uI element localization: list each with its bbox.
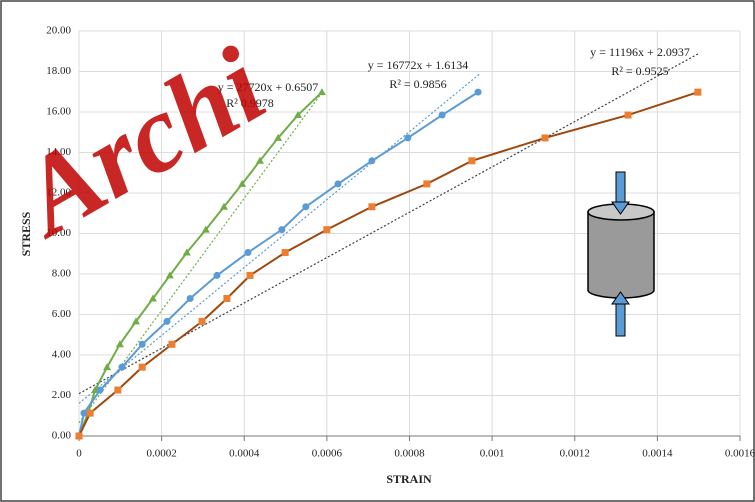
data-point [335, 180, 342, 187]
x-tick-label: 0.0016 [725, 448, 755, 460]
y-tick-label: 6.00 [52, 308, 72, 320]
data-point [139, 364, 146, 371]
data-point [223, 295, 230, 302]
trendline-equation: R² = 0.9856 [389, 77, 446, 91]
data-point [80, 410, 87, 417]
x-tick-label: 0.001 [480, 448, 505, 460]
x-tick-label: 0.0004 [229, 448, 260, 460]
data-point [244, 249, 251, 256]
y-tick-label: 18.00 [46, 65, 71, 77]
x-tick-label: 0.0006 [312, 448, 343, 460]
x-tick-label: 0 [76, 448, 82, 460]
data-point [76, 433, 83, 440]
data-point [163, 318, 170, 325]
data-point [423, 180, 430, 187]
trendline-equation: y = 11196x + 2.0937 [590, 45, 690, 59]
x-axis-title: STRAIN [386, 472, 432, 486]
arrow-top [616, 172, 625, 204]
data-point [323, 226, 330, 233]
y-axis-title: STRESS [19, 211, 33, 256]
x-tick-label: 0.0002 [147, 448, 177, 460]
data-point [168, 341, 175, 348]
data-point [139, 341, 146, 348]
data-point [97, 387, 104, 394]
y-tick-label: 4.00 [52, 349, 72, 361]
y-tick-label: 8.00 [52, 268, 72, 280]
data-point [247, 272, 254, 279]
data-point [302, 203, 309, 210]
trendline-equation: y = 16772x + 1.6134 [368, 58, 469, 72]
x-tick-label: 0.0008 [394, 448, 425, 460]
y-tick-label: 0.00 [52, 430, 72, 442]
data-point [439, 112, 446, 119]
data-point [114, 387, 121, 394]
data-point [404, 134, 411, 141]
arrow-bottom [616, 302, 625, 336]
data-point [468, 157, 475, 164]
y-tick-label: 2.00 [52, 389, 72, 401]
data-point [187, 295, 194, 302]
data-point [368, 157, 375, 164]
data-point [118, 364, 125, 371]
data-point [87, 410, 94, 417]
data-point [542, 134, 549, 141]
data-point [368, 203, 375, 210]
x-tick-label: 0.0012 [560, 448, 590, 460]
chart: STRESS STRAIN 0.002.004.006.008.0010.001… [0, 0, 755, 502]
data-point [278, 226, 285, 233]
data-point [475, 89, 482, 96]
cylinder-body [588, 212, 654, 298]
y-tick-label: 20.00 [46, 25, 71, 37]
data-point [625, 112, 632, 119]
x-tick-label: 0.0014 [642, 448, 673, 460]
data-point [694, 89, 701, 96]
data-point [199, 318, 206, 325]
data-point [213, 272, 220, 279]
trendline-equation: R² = 0.9525 [611, 64, 668, 78]
data-point [282, 249, 289, 256]
